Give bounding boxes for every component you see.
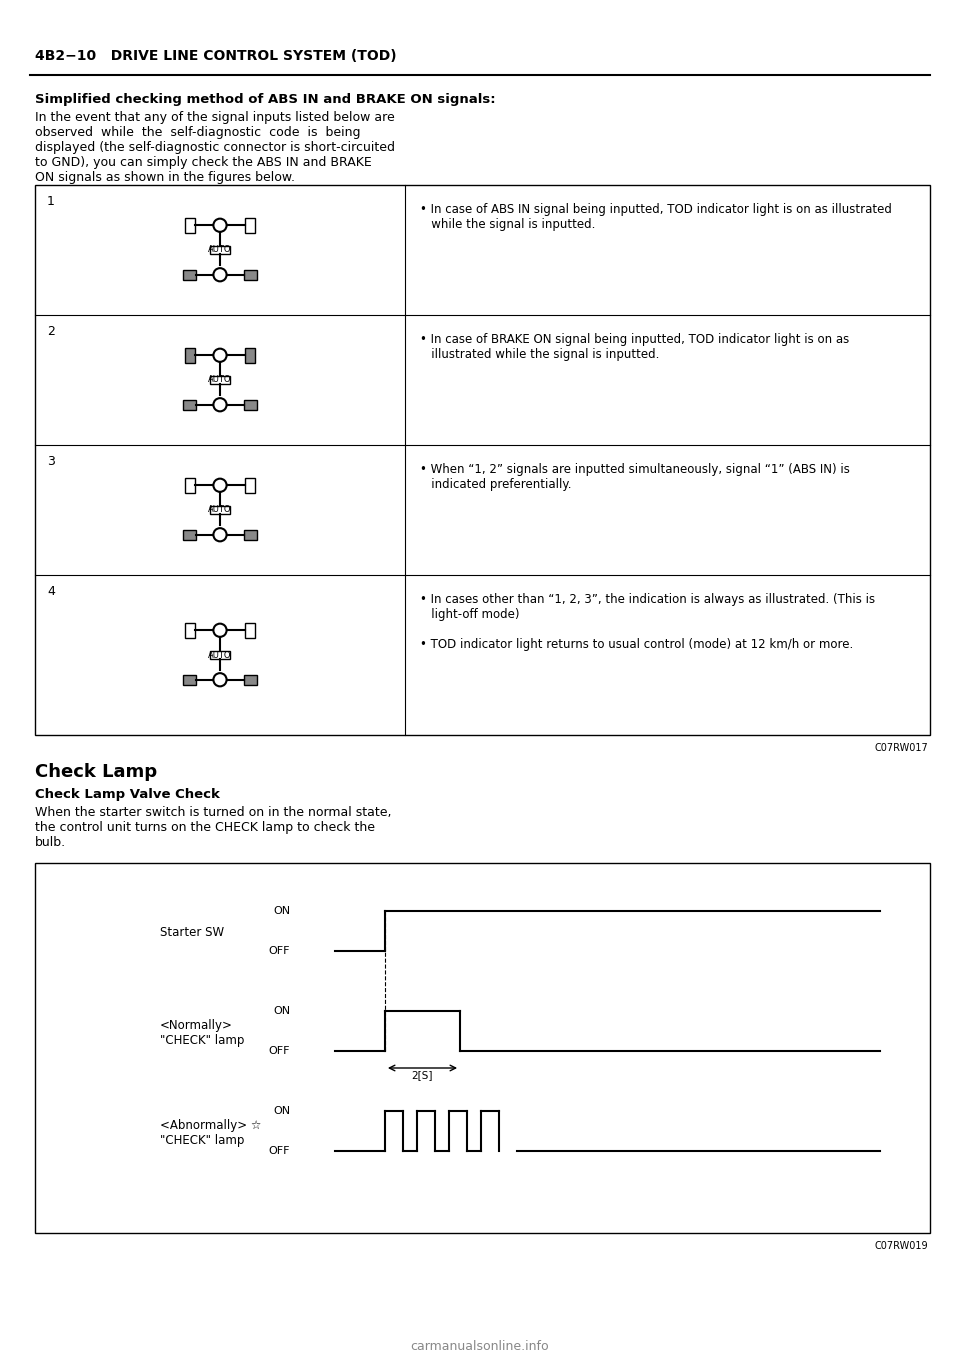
Bar [35, 862, 930, 1233]
Bar [184, 622, 195, 638]
Text: ON: ON [273, 1006, 290, 1016]
Bar [244, 399, 257, 410]
Bar [246, 478, 255, 493]
Text: AUTO: AUTO [208, 376, 231, 384]
Bar [244, 530, 257, 539]
Bar [209, 650, 230, 660]
Bar [209, 376, 230, 384]
Bar [246, 217, 255, 234]
Text: Check Lamp: Check Lamp [35, 763, 157, 781]
Text: ON: ON [273, 906, 290, 917]
Text: <Normally>
"CHECK" lamp: <Normally> "CHECK" lamp [160, 1018, 245, 1047]
Text: carmanualsonline.info: carmanualsonline.info [411, 1340, 549, 1353]
Text: AUTO: AUTO [208, 505, 231, 515]
Text: C07RW019: C07RW019 [875, 1241, 928, 1251]
Bar [246, 622, 255, 638]
Text: 4: 4 [47, 585, 55, 598]
Text: AUTO: AUTO [208, 246, 231, 254]
Text: 2[S]: 2[S] [412, 1070, 433, 1080]
Text: • In case of ABS IN signal being inputted, TOD indicator light is on as illustra: • In case of ABS IN signal being inputte… [420, 202, 892, 231]
Text: OFF: OFF [269, 1146, 290, 1156]
Text: Starter SW: Starter SW [160, 926, 224, 940]
Bar [184, 348, 195, 363]
Text: ON: ON [273, 1105, 290, 1116]
Bar [184, 217, 195, 234]
Bar [183, 270, 197, 280]
Bar [183, 675, 197, 684]
Text: 4B2−10   DRIVE LINE CONTROL SYSTEM (TOD): 4B2−10 DRIVE LINE CONTROL SYSTEM (TOD) [35, 49, 396, 62]
Bar [183, 530, 197, 539]
Text: Simplified checking method of ABS IN and BRAKE ON signals:: Simplified checking method of ABS IN and… [35, 92, 495, 106]
Bar [244, 270, 257, 280]
Text: Check Lamp Valve Check: Check Lamp Valve Check [35, 788, 220, 801]
Bar [209, 246, 230, 254]
Text: 3: 3 [47, 455, 55, 469]
Text: OFF: OFF [269, 947, 290, 956]
Bar [209, 505, 230, 515]
Bar [35, 185, 930, 735]
Bar [183, 399, 197, 410]
Bar [244, 675, 257, 684]
Text: C07RW017: C07RW017 [875, 743, 928, 752]
Text: • In case of BRAKE ON signal being inputted, TOD indicator light is on as
   ill: • In case of BRAKE ON signal being input… [420, 333, 850, 361]
Text: • When “1, 2” signals are inputted simultaneously, signal “1” (ABS IN) is
   ind: • When “1, 2” signals are inputted simul… [420, 463, 850, 492]
Text: 1: 1 [47, 196, 55, 208]
Text: In the event that any of the signal inputs listed below are
observed  while  the: In the event that any of the signal inpu… [35, 111, 395, 183]
Text: 2: 2 [47, 325, 55, 338]
Text: When the starter switch is turned on in the normal state,
the control unit turns: When the starter switch is turned on in … [35, 807, 392, 849]
Bar [184, 478, 195, 493]
Text: AUTO: AUTO [208, 650, 231, 660]
Bar [246, 348, 255, 363]
Text: <Abnormally> ☆
"CHECK" lamp: <Abnormally> ☆ "CHECK" lamp [160, 1119, 261, 1148]
Text: OFF: OFF [269, 1046, 290, 1057]
Text: • In cases other than “1, 2, 3”, the indication is always as illustrated. (This : • In cases other than “1, 2, 3”, the ind… [420, 593, 876, 650]
